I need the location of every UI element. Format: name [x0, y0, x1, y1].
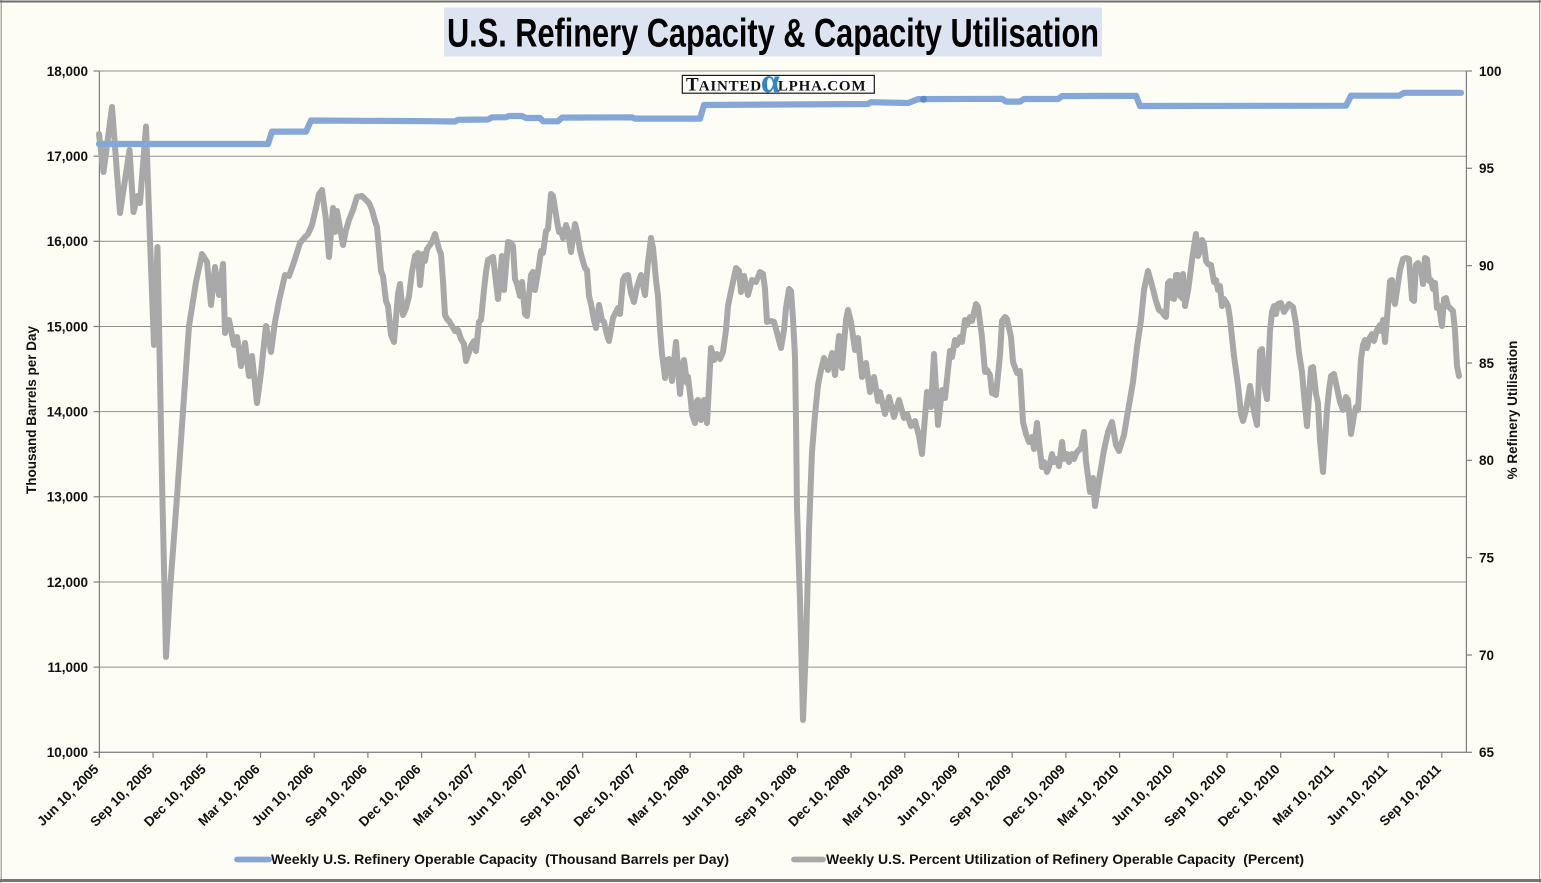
svg-text:18,000: 18,000: [47, 64, 88, 79]
svg-text:65: 65: [1479, 745, 1495, 760]
svg-text:95: 95: [1479, 161, 1495, 176]
svg-text:85: 85: [1479, 356, 1495, 371]
svg-text:14,000: 14,000: [47, 404, 88, 419]
svg-text:12,000: 12,000: [47, 575, 88, 590]
svg-text:10,000: 10,000: [47, 745, 88, 760]
svg-text:15,000: 15,000: [47, 319, 88, 334]
svg-text:16,000: 16,000: [47, 234, 88, 249]
svg-text:11,000: 11,000: [47, 660, 88, 675]
svg-text:13,000: 13,000: [47, 490, 88, 505]
svg-text:Thousand Barrels per Day: Thousand Barrels per Day: [24, 325, 39, 494]
svg-text:90: 90: [1479, 259, 1494, 274]
svg-text:100: 100: [1479, 64, 1502, 79]
svg-text:Weekly U.S. Percent Utilizatio: Weekly U.S. Percent Utilization of Refin…: [826, 852, 1304, 867]
svg-text:17,000: 17,000: [47, 149, 88, 164]
svg-text:TAINTEDαLPHA.COM: TAINTEDαLPHA.COM: [686, 63, 866, 100]
svg-text:70: 70: [1479, 648, 1494, 663]
svg-text:U.S. Refinery Capacity & Capac: U.S. Refinery Capacity & Capacity Utilis…: [447, 12, 1099, 56]
svg-text:80: 80: [1479, 453, 1494, 468]
svg-text:% Refinery Utilisation: % Refinery Utilisation: [1505, 341, 1520, 480]
svg-text:Weekly U.S. Refinery Operable: Weekly U.S. Refinery Operable Capacity (…: [271, 852, 729, 867]
svg-text:75: 75: [1479, 550, 1495, 565]
